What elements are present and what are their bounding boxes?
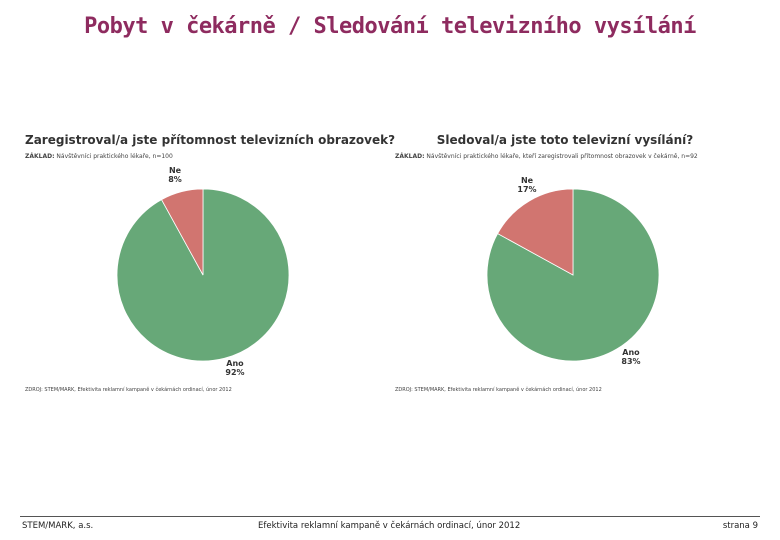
pie-slice-ne — [497, 188, 574, 276]
page-title: Pobyt v čekárně / Sledování televizního … — [84, 14, 696, 39]
pie-label-ne-name: Ne — [521, 176, 534, 185]
footer-study: Efektivita reklamní kampaně v čekárnách … — [258, 521, 521, 531]
chart-base-label: ZÁKLAD: — [25, 153, 55, 160]
pie-label-ne-value: 17% — [517, 185, 536, 194]
footer-company: STEM/MARK, a.s. — [22, 521, 94, 531]
chart-source: ZDROJ: STEM/MARK, Efektivita reklamní ka… — [395, 387, 602, 393]
pie-chart-tv-registration: Zaregistroval/a jste přítomnost televizn… — [25, 133, 396, 403]
pie-label-ne-name: Ne — [169, 166, 182, 175]
chart-base-label: ZÁKLAD: — [395, 153, 425, 160]
chart-base-text: Návštěvníci praktického lékaře, n=100 — [56, 153, 173, 160]
footer-page-number: strana 9 — [722, 521, 758, 531]
chart-title: Zaregistroval/a jste přítomnost televizn… — [25, 133, 396, 147]
chart-base-note: ZÁKLAD: Návštěvníci praktického lékaře, … — [25, 153, 365, 160]
pie-label-ano-value: 83% — [621, 357, 640, 366]
chart-title: Sledoval/a jste toto televizní vysílání? — [436, 133, 694, 147]
chart-source: ZDROJ: STEM/MARK, Efektivita reklamní ka… — [25, 387, 232, 393]
pie-label-ano-name: Ano — [226, 359, 244, 368]
chart-base-note: ZÁKLAD: Návštěvníci praktického lékaře, … — [395, 153, 735, 160]
footer-divider — [20, 516, 760, 517]
pie-label-ano-value: 92% — [225, 368, 244, 377]
chart-base-text: Návštěvníci praktického lékaře, kteří za… — [426, 153, 698, 160]
pie-chart-tv-watching: Sledoval/a jste toto televizní vysílání?… — [395, 133, 735, 403]
pie-label-ano-name: Ano — [622, 348, 640, 357]
pie-label-ne-value: 8% — [168, 175, 182, 184]
pie-slice-ne — [161, 188, 204, 276]
